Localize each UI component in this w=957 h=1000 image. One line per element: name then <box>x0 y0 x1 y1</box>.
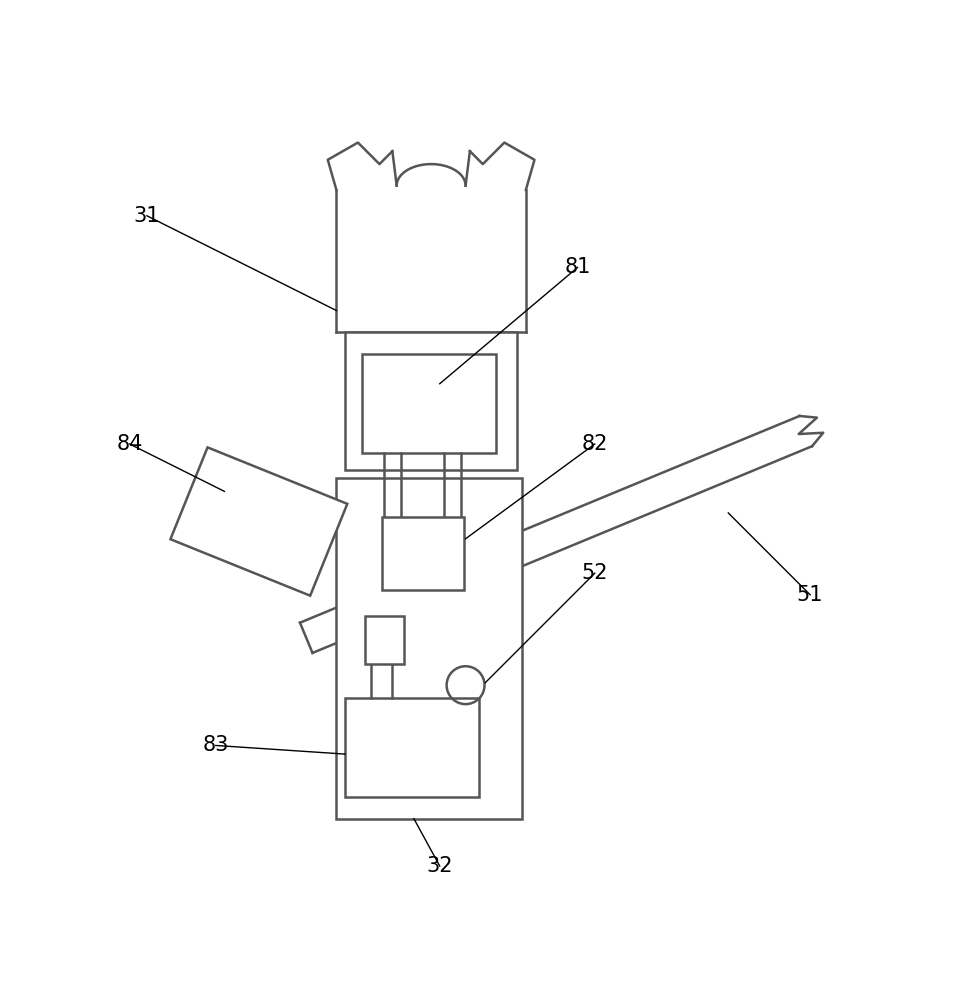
Bar <box>345 332 517 470</box>
Bar <box>382 517 464 590</box>
Text: 31: 31 <box>134 206 160 226</box>
Bar <box>362 354 496 453</box>
Text: 52: 52 <box>582 563 608 583</box>
Text: 51: 51 <box>797 585 823 605</box>
Text: 81: 81 <box>565 257 590 277</box>
Polygon shape <box>170 447 347 596</box>
Text: 32: 32 <box>427 856 453 876</box>
Text: 83: 83 <box>203 735 229 755</box>
Text: 82: 82 <box>582 434 608 454</box>
Bar <box>345 698 478 797</box>
Bar <box>337 478 522 819</box>
Bar <box>365 616 404 664</box>
Text: 84: 84 <box>117 434 143 454</box>
